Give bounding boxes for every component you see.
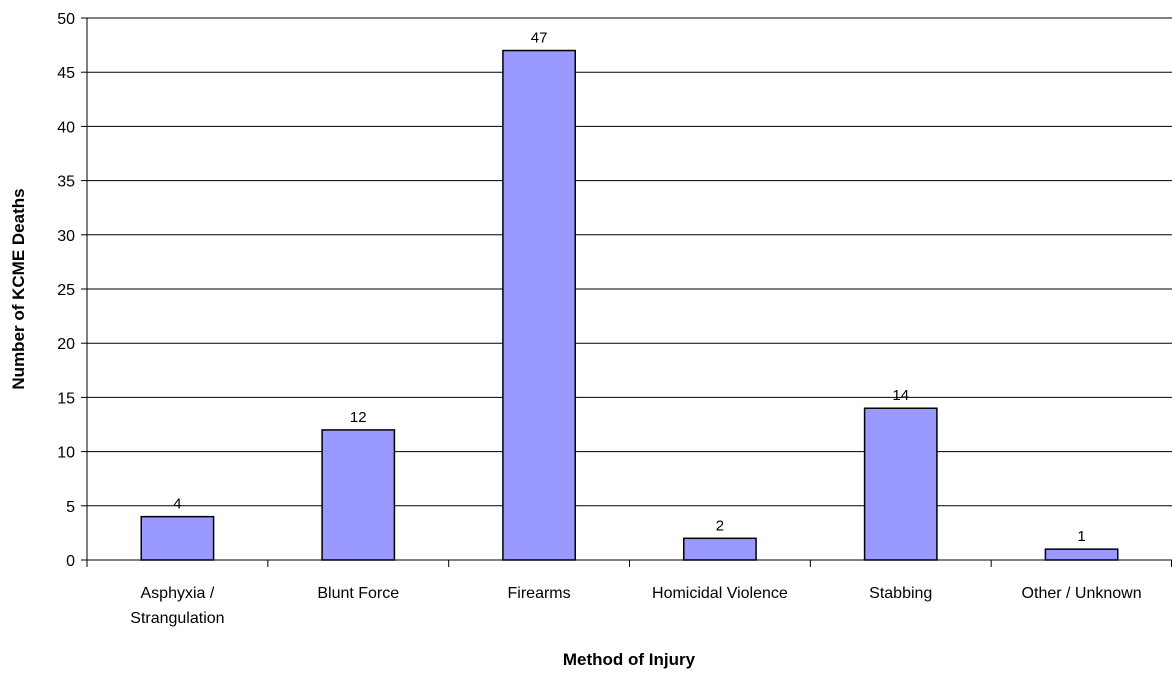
bar (1044, 548, 1119, 561)
value-label: 14 (892, 387, 909, 404)
x-tick-label: Asphyxia / Strangulation (130, 585, 224, 627)
value-label: 1 (1077, 528, 1085, 545)
value-label: 47 (531, 30, 548, 47)
y-tick-label: 20 (57, 336, 75, 353)
value-label: 2 (716, 517, 724, 534)
y-tick-label: 5 (66, 499, 75, 516)
x-axis-title: Method of Injury (563, 650, 696, 669)
y-tick-label: 45 (57, 65, 75, 82)
y-tick-label: 15 (57, 390, 75, 407)
y-tick-label: 50 (57, 11, 75, 28)
x-tick-label: Firearms (508, 585, 571, 602)
y-tick-label: 25 (57, 282, 75, 299)
x-tick-label: Stabbing (869, 585, 932, 602)
bar (863, 407, 938, 561)
bar (683, 537, 757, 561)
value-label: 12 (350, 409, 367, 426)
y-tick-label: 0 (66, 553, 75, 570)
y-tick-label: 35 (57, 174, 75, 191)
bar (502, 49, 576, 561)
y-tick-label: 10 (57, 445, 75, 462)
x-tick-label: Other / Unknown (1022, 585, 1142, 602)
y-axis-title: Number of KCME Deaths (9, 188, 28, 389)
x-tick-label: Homicidal Violence (652, 585, 788, 602)
bar (321, 429, 396, 561)
value-label: 4 (173, 496, 181, 513)
x-tick-label: Blunt Force (317, 585, 399, 602)
y-tick-label: 40 (57, 119, 75, 136)
y-tick-label: 30 (57, 228, 75, 245)
bar (140, 515, 215, 561)
